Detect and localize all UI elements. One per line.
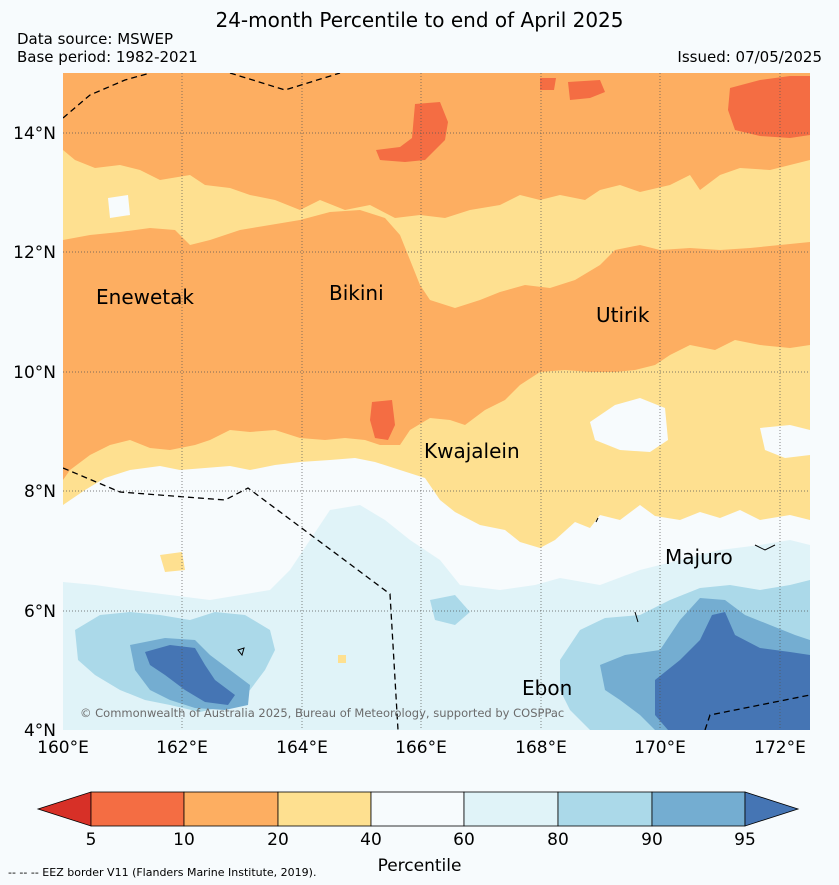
lat-tick-label: 14°N bbox=[13, 124, 56, 144]
band-5-10-center bbox=[376, 102, 448, 162]
lat-tick-label: 6°N bbox=[24, 602, 56, 622]
percentile-field bbox=[63, 73, 810, 730]
colorbar-tick-label: 40 bbox=[360, 830, 382, 850]
colorbar-extend-high bbox=[744, 791, 800, 827]
colorbar-tick-label: 20 bbox=[267, 830, 289, 850]
place-label: Bikini bbox=[329, 281, 384, 305]
lon-tick-label: 164°E bbox=[276, 738, 328, 758]
colorbar-segment bbox=[651, 791, 746, 827]
colorbar-segment bbox=[90, 791, 185, 827]
lat-tick-label: 10°N bbox=[13, 363, 56, 383]
data-source: Data source: MSWEP bbox=[17, 30, 174, 48]
band-5-10-top bbox=[568, 80, 605, 100]
band-5-10-south bbox=[370, 400, 395, 440]
eez-border-se bbox=[704, 694, 810, 730]
colorbar-tick-label: 90 bbox=[641, 830, 663, 850]
band-5-10-spot bbox=[540, 78, 556, 90]
island-outlines bbox=[237, 517, 776, 657]
colorbar-segment bbox=[370, 791, 465, 827]
band-40-60-spot-mid bbox=[760, 425, 810, 458]
place-label: Enewetak bbox=[96, 285, 194, 309]
band-80-90-mid bbox=[430, 595, 470, 625]
place-label: Kwajalein bbox=[424, 439, 520, 463]
eez-border-north bbox=[63, 73, 341, 119]
lon-tick-label: 160°E bbox=[37, 738, 89, 758]
lat-tick-label: 8°N bbox=[24, 482, 56, 502]
band-95-west bbox=[145, 645, 235, 705]
band-40-60-spot-west bbox=[108, 195, 130, 218]
colorbar: 5 10 20 40 60 80 90 95 bbox=[36, 791, 800, 850]
lon-tick-label: 168°E bbox=[515, 738, 567, 758]
base-period: Base period: 1982-2021 bbox=[17, 48, 198, 66]
lon-tick-label: 162°E bbox=[156, 738, 208, 758]
band-95-east bbox=[655, 612, 810, 730]
colorbar-tick-label: 10 bbox=[173, 830, 195, 850]
colorbar-extend-low bbox=[36, 791, 92, 827]
copyright-note: © Commonwealth of Australia 2025, Bureau… bbox=[80, 706, 564, 720]
eez-legend-note: -- -- -- EEZ border V11 (Flanders Marine… bbox=[8, 866, 317, 879]
band-20-40-spot-sw bbox=[160, 552, 185, 572]
place-label: Utirik bbox=[596, 303, 650, 327]
colorbar-segment bbox=[557, 791, 653, 827]
band-40-60-spot-east bbox=[590, 398, 668, 452]
place-label: Ebon bbox=[522, 676, 572, 700]
place-label: Majuro bbox=[665, 545, 733, 569]
issued-date: Issued: 07/05/2025 bbox=[677, 48, 822, 66]
colorbar-segment bbox=[463, 791, 559, 827]
colorbar-tick-label: 5 bbox=[86, 830, 97, 850]
band-20-40-spot-s bbox=[338, 655, 346, 663]
colorbar-tick-label: 95 bbox=[734, 830, 756, 850]
lon-tick-label: 166°E bbox=[395, 738, 447, 758]
colorbar-tick-label: 80 bbox=[547, 830, 569, 850]
chart-title: 24-month Percentile to end of April 2025 bbox=[215, 8, 624, 32]
eez-border-south bbox=[63, 467, 399, 730]
colorbar-tick-label: 60 bbox=[453, 830, 475, 850]
lon-tick-label: 170°E bbox=[634, 738, 686, 758]
colorbar-segment bbox=[183, 791, 279, 827]
band-10-20-west bbox=[63, 210, 810, 480]
lat-axis: 14°N 12°N 10°N 8°N 6°N 4°N bbox=[13, 124, 56, 741]
lat-tick-label: 4°N bbox=[24, 721, 56, 741]
lat-tick-label: 12°N bbox=[13, 243, 56, 263]
colorbar-segment bbox=[277, 791, 372, 827]
lon-tick-label: 172°E bbox=[754, 738, 806, 758]
colorbar-title: Percentile bbox=[377, 856, 462, 876]
lon-axis: 160°E 162°E 164°E 166°E 168°E 170°E 172°… bbox=[37, 738, 806, 758]
band-5-10-ne bbox=[728, 76, 810, 138]
